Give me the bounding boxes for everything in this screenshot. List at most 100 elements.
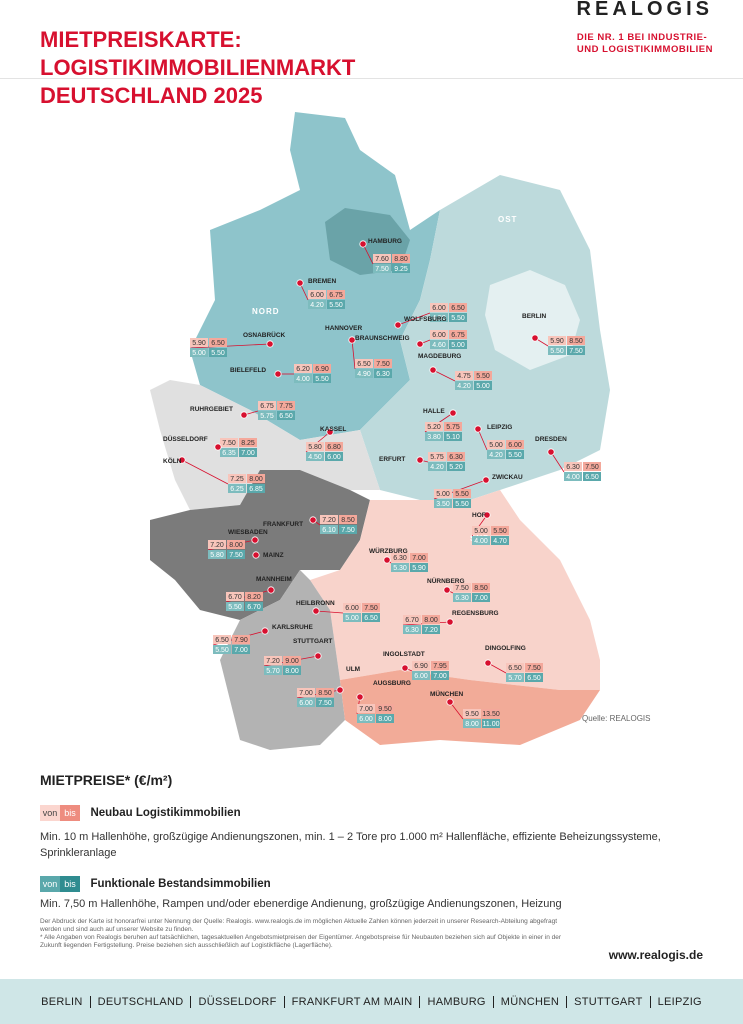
map: NORD OST SÜD Quelle: REALOGIS 7.608.807.…	[150, 112, 650, 750]
price-cell	[283, 666, 301, 675]
city-dot	[266, 340, 274, 348]
price-cell	[227, 550, 245, 559]
city-dot	[274, 370, 282, 378]
price: 5.75	[446, 424, 460, 431]
city: 7.20 8.50 6.10 7.50 FRANKFURT	[263, 515, 357, 534]
connector	[397, 312, 431, 326]
price: 7.75	[279, 403, 293, 410]
city-dot	[484, 659, 492, 667]
price: 7.50	[569, 348, 583, 355]
price: 4.20	[489, 452, 503, 459]
price-cell	[564, 462, 582, 471]
price: 5.90	[192, 340, 206, 347]
city-name: HAMBURG	[368, 238, 402, 245]
city-dot	[240, 411, 248, 419]
price-cell	[403, 625, 421, 634]
price-cell	[247, 484, 265, 493]
price-cell	[567, 336, 585, 345]
city: 6.70 8.00 6.30 7.20 REGENSBURG	[402, 610, 499, 634]
price-cell	[308, 290, 326, 299]
price: 5.50	[211, 350, 225, 357]
city-dot	[178, 456, 186, 464]
price: 5.50	[455, 491, 469, 498]
city-name: INGOLSTADT	[383, 651, 425, 658]
price-cell	[316, 688, 334, 697]
city: 6.30 7.00 5.30 5.90 WÜRZBURG	[369, 546, 428, 572]
legend-item: von bis Neubau Logistikimmobilien Min. 10…	[40, 803, 680, 861]
city-dot	[394, 321, 402, 329]
price: 5.75	[260, 413, 274, 420]
price-cell	[320, 515, 338, 524]
price: 5.50	[493, 528, 507, 535]
price: 9.50	[378, 706, 392, 713]
price-cell	[474, 381, 492, 390]
price: 8.50	[474, 585, 488, 592]
price-cell	[297, 688, 315, 697]
city: 5.20 5.75 3.80 5.10 HALLE	[423, 408, 462, 441]
city: 5.75 6.30 4.20 5.20 ERFURT	[379, 452, 465, 471]
price: 7.50	[375, 266, 389, 273]
price-cell	[431, 671, 449, 680]
city-dot	[443, 586, 451, 594]
price: 13.50	[482, 711, 500, 718]
price: 6.50	[508, 665, 522, 672]
price-cell	[264, 656, 282, 665]
city-name: HANNOVER	[325, 325, 363, 332]
city-dot	[312, 607, 320, 615]
price: 5.70	[508, 675, 522, 682]
price: 7.60	[375, 256, 389, 263]
city-name: MAINZ	[263, 552, 284, 559]
price: 7.00	[234, 647, 248, 654]
price-cell	[264, 666, 282, 675]
price: 7.00	[241, 450, 255, 457]
price-cell	[392, 254, 410, 263]
price-cell	[463, 709, 481, 718]
price-cell	[453, 583, 471, 592]
logo: REALOGIS	[576, 0, 713, 20]
tagline-line: UND LOGISTIKIMMOBILIEN	[576, 44, 713, 55]
price-cell	[449, 330, 467, 339]
city: 6.50 7.90 5.50 7.00 KARLSRUHE	[212, 624, 313, 654]
price: 8.00	[378, 716, 392, 723]
notes: Der Abdruck der Karte ist honorarfrei un…	[40, 918, 580, 950]
price: 5.50	[476, 373, 490, 380]
city-dot	[483, 511, 491, 519]
price-cell	[525, 663, 543, 672]
price-cell	[487, 440, 505, 449]
price: 4.20	[430, 464, 444, 471]
price-cell	[506, 450, 524, 459]
price-cell	[422, 625, 440, 634]
price-cell	[428, 452, 446, 461]
city: 6.00 6.75 4.60 5.00 BRAUNSCHWEIG	[355, 330, 467, 349]
price-cell	[220, 438, 238, 447]
city-dot	[446, 698, 454, 706]
price-cell	[362, 613, 380, 622]
price-cell	[362, 603, 380, 612]
price-cell	[232, 635, 250, 644]
price-cell	[339, 515, 357, 524]
city: 5.00 5.50 3.50 5.50 ZWICKAU	[433, 474, 523, 508]
region-label: NORD	[252, 307, 280, 316]
price-cell	[412, 661, 430, 670]
website[interactable]: www.realogis.de	[608, 948, 703, 962]
price-cell	[283, 656, 301, 665]
price: 5.80	[210, 552, 224, 559]
price: 6.00	[345, 605, 359, 612]
price: 8.50	[569, 338, 583, 345]
price-cell	[453, 499, 471, 508]
city-name: ULM	[346, 666, 360, 673]
price-cell	[472, 536, 490, 545]
city-dot	[359, 240, 367, 248]
price: 5.10	[446, 434, 460, 441]
price: 8.00	[465, 721, 479, 728]
title-line: MIETPREISKARTE:	[40, 27, 242, 52]
price: 7.20	[210, 542, 224, 549]
price-cell	[474, 371, 492, 380]
price-cell	[239, 448, 257, 457]
city: 7.60 8.80 7.50 9.25 HAMBURG	[359, 238, 410, 273]
city-dot	[401, 664, 409, 672]
price: 3.50	[436, 501, 450, 508]
city: 5.00 5.50 4.00 4.70 HOF	[471, 511, 509, 545]
price: 7.50	[585, 464, 599, 471]
